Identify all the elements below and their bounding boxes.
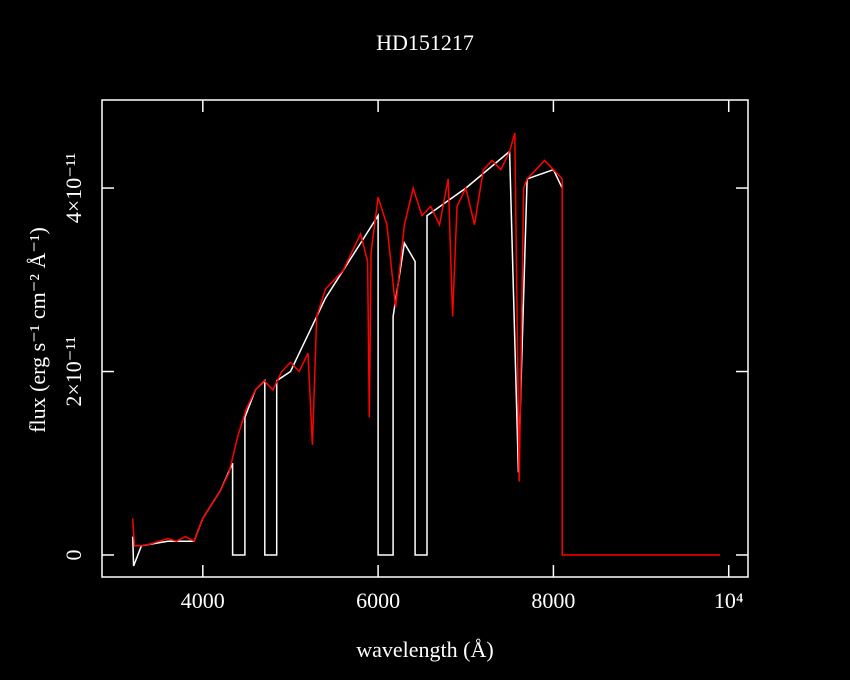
- x-tick-label: 8000: [531, 588, 575, 613]
- y-tick-label: 2×10⁻¹¹: [61, 336, 86, 406]
- y-axis-label: flux (erg s⁻¹ cm⁻² Å⁻¹): [25, 227, 50, 433]
- plot-frame: [101, 99, 749, 578]
- y-tick-label: 4×10⁻¹¹: [61, 153, 86, 223]
- spectrum-line: [131, 132, 720, 556]
- x-axis-label: wavelength (Å): [356, 637, 493, 662]
- spectrum-line: [131, 149, 563, 567]
- x-tick-label: 10⁴: [714, 588, 744, 613]
- x-tick-label: 6000: [356, 588, 400, 613]
- x-tick-label: 4000: [181, 588, 225, 613]
- y-tick-label: 0: [61, 549, 86, 560]
- chart-title: HD151217: [376, 30, 474, 55]
